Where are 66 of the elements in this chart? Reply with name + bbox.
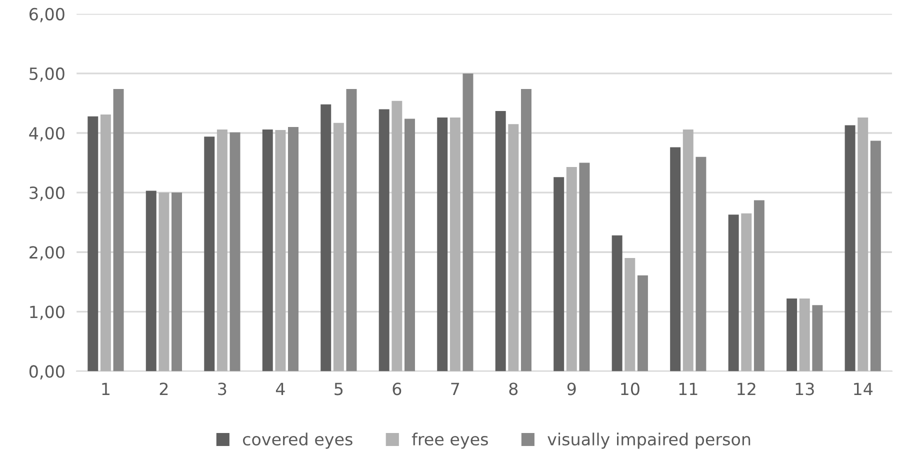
x-tick-label: 11 bbox=[679, 382, 698, 395]
x-tick-label: 2 bbox=[160, 382, 168, 395]
bar bbox=[495, 110, 506, 372]
bar bbox=[88, 116, 98, 372]
bar bbox=[554, 177, 564, 372]
legend-label: visually impaired person bbox=[548, 432, 750, 449]
bar bbox=[392, 100, 402, 372]
bar bbox=[113, 88, 124, 372]
bar bbox=[670, 147, 681, 372]
bar bbox=[378, 109, 390, 372]
y-tick-label: 1,00 bbox=[30, 306, 64, 320]
bar bbox=[741, 213, 752, 372]
bar bbox=[230, 132, 240, 372]
bar bbox=[508, 124, 519, 372]
x-tick-label: 8 bbox=[509, 382, 518, 396]
bar bbox=[728, 214, 739, 372]
bar bbox=[288, 127, 298, 372]
bar bbox=[158, 192, 170, 372]
y-tick-label: 3,00 bbox=[30, 186, 64, 201]
x-tick-label: 5 bbox=[334, 382, 343, 396]
x-tick-label: 3 bbox=[218, 382, 226, 396]
bar bbox=[858, 118, 868, 372]
bar bbox=[346, 88, 357, 372]
bar bbox=[172, 192, 182, 372]
bar bbox=[682, 129, 694, 372]
bar bbox=[320, 104, 332, 372]
bar bbox=[404, 118, 415, 372]
bar bbox=[844, 125, 856, 372]
x-tick-label: 4 bbox=[276, 382, 285, 395]
x-tick-label: 13 bbox=[796, 382, 814, 396]
y-tick-label: 4,00 bbox=[29, 126, 64, 142]
y-tick-label: 2,00 bbox=[30, 246, 64, 260]
x-tick-label: 6 bbox=[392, 382, 402, 396]
bar bbox=[696, 156, 706, 372]
bar bbox=[799, 298, 810, 372]
bar bbox=[333, 122, 344, 372]
x-tick-label: 1 bbox=[102, 382, 110, 395]
bar bbox=[100, 114, 111, 372]
bar bbox=[812, 305, 823, 372]
bar bbox=[450, 118, 460, 372]
bar bbox=[216, 129, 228, 372]
x-tick-label: 12 bbox=[738, 382, 756, 395]
bar bbox=[520, 88, 532, 372]
bar bbox=[462, 73, 474, 372]
bar bbox=[262, 129, 273, 372]
bar bbox=[870, 140, 881, 372]
bar bbox=[579, 162, 590, 372]
bar bbox=[437, 118, 448, 372]
bar bbox=[786, 298, 798, 372]
x-tick-label: 7 bbox=[451, 382, 460, 395]
x-tick-label: 10 bbox=[621, 382, 640, 396]
bar bbox=[754, 200, 764, 372]
y-tick-label: 6,00 bbox=[30, 8, 64, 22]
legend-label: free eyes bbox=[412, 432, 488, 449]
bar bbox=[624, 258, 636, 372]
x-tick-label: 14 bbox=[854, 382, 873, 395]
y-tick-label: 5,00 bbox=[30, 67, 64, 82]
bar bbox=[275, 130, 286, 372]
bar bbox=[612, 235, 622, 372]
bar bbox=[637, 275, 648, 372]
y-tick-label: 0,00 bbox=[29, 365, 64, 380]
bar bbox=[146, 190, 156, 372]
legend-label: covered eyes bbox=[242, 432, 352, 449]
bar bbox=[566, 166, 577, 372]
x-tick-label: 9 bbox=[567, 382, 576, 396]
bar bbox=[204, 136, 215, 372]
